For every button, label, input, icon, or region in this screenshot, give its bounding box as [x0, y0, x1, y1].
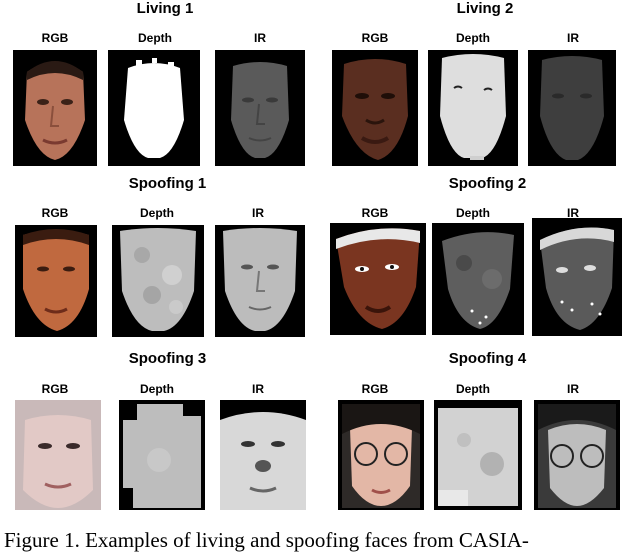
living-1-depth-label: Depth	[138, 31, 172, 45]
living-1-depth-image	[108, 50, 200, 166]
spoofing-1-depth-label: Depth	[140, 206, 174, 220]
living-2-depth-label: Depth	[456, 31, 490, 45]
spoofing-1-rgb-label: RGB	[41, 206, 69, 220]
spoofing-4-title: Spoofing 4	[448, 350, 527, 367]
spoofing-2-depth-label: Depth	[456, 206, 490, 220]
spoofing-3-title: Spoofing 3	[128, 350, 207, 367]
spoofing-1-title: Spoofing 1	[128, 175, 207, 192]
spoofing-3-depth-image	[119, 400, 205, 510]
spoofing-1-ir-image	[215, 225, 305, 337]
living-1-rgb-image	[13, 50, 97, 166]
spoofing-1-depth-image	[112, 225, 204, 337]
spoofing-3-ir-label: IR	[252, 382, 264, 396]
living-2-ir-label: IR	[567, 31, 579, 45]
spoofing-4-ir-label: IR	[567, 382, 579, 396]
spoofing-3-rgb-label: RGB	[41, 382, 69, 396]
spoofing-1-ir-label: IR	[252, 206, 264, 220]
living-2-depth-image	[428, 50, 518, 166]
spoofing-2-ir-label: IR	[567, 206, 579, 220]
spoofing-3-rgb-image	[15, 400, 101, 510]
spoofing-2-title: Spoofing 2	[448, 175, 527, 192]
living-1-title: Living 1	[136, 0, 194, 17]
spoofing-4-depth-label: Depth	[456, 382, 490, 396]
figure-caption: Figure 1. Examples of living and spoofin…	[4, 528, 529, 552]
spoofing-2-rgb-image	[330, 223, 426, 335]
living-2-rgb-label: RGB	[361, 31, 389, 45]
spoofing-4-ir-image	[534, 400, 620, 510]
spoofing-4-rgb-label: RGB	[361, 382, 389, 396]
spoofing-4-depth-image	[434, 400, 522, 510]
living-2-title: Living 2	[456, 0, 514, 17]
spoofing-3-depth-label: Depth	[140, 382, 174, 396]
spoofing-3-ir-image	[220, 400, 306, 510]
spoofing-2-ir-image	[532, 218, 622, 336]
spoofing-1-rgb-image	[15, 225, 97, 337]
living-2-ir-image	[528, 50, 616, 166]
spoofing-2-depth-image	[432, 223, 524, 335]
spoofing-2-rgb-label: RGB	[361, 206, 389, 220]
living-2-rgb-image	[332, 50, 418, 166]
living-1-ir-image	[215, 50, 305, 166]
living-1-ir-label: IR	[254, 31, 266, 45]
living-1-rgb-label: RGB	[41, 31, 69, 45]
spoofing-4-rgb-image	[338, 400, 424, 510]
